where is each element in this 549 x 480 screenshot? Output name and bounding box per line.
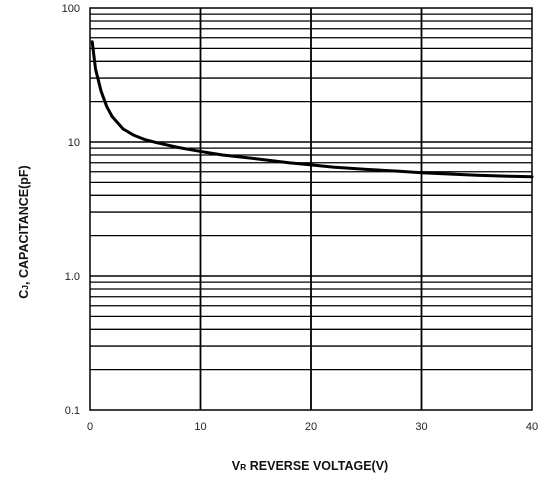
x-tick-label: 30 xyxy=(415,421,427,433)
y-tick-label: 0.1 xyxy=(65,405,80,417)
x-axis-label-text: REVERSE VOLTAGE(V) xyxy=(246,459,388,473)
y-axis-label-text: , CAPACITANCE(pF) xyxy=(17,165,31,285)
x-tick-labels: 0 10 20 30 40 xyxy=(87,421,538,433)
x-tick-label: 10 xyxy=(194,421,206,433)
x-tick-label: 20 xyxy=(305,421,317,433)
x-axis-label: VR REVERSE VOLTAGE(V) xyxy=(232,459,388,473)
y-tick-label: 100 xyxy=(62,3,80,15)
x-gridlines xyxy=(199,8,423,410)
x-axis-label-subscript: R xyxy=(240,462,246,472)
y-axis-label-prefix: C xyxy=(17,290,31,299)
y-tick-label: 10 xyxy=(68,137,80,149)
y-tick-label: 1.0 xyxy=(65,271,80,283)
plot-frame xyxy=(89,7,533,411)
x-tick-label: 0 xyxy=(87,421,93,433)
x-axis-label-prefix: V xyxy=(232,459,241,473)
y-axis-label-subscript: J xyxy=(20,285,30,290)
y-tick-labels: 0.1 1.0 10 100 xyxy=(62,3,80,417)
x-tick-label: 40 xyxy=(526,421,538,433)
y-axis-label: CJ, CAPACITANCE(pF) xyxy=(17,165,31,298)
capacitance-curve xyxy=(90,40,534,179)
